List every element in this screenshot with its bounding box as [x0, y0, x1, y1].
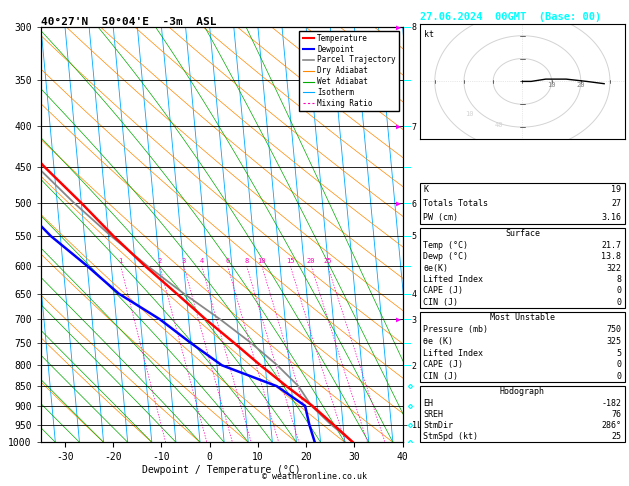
Text: 25: 25	[611, 432, 621, 441]
Text: CAPE (J): CAPE (J)	[423, 360, 464, 369]
Text: 10: 10	[258, 258, 266, 264]
Text: PW (cm): PW (cm)	[423, 213, 459, 222]
Text: 286°: 286°	[601, 421, 621, 430]
Text: 20: 20	[577, 82, 585, 88]
Text: Dewp (°C): Dewp (°C)	[423, 252, 469, 261]
Text: Surface: Surface	[505, 229, 540, 238]
Text: 3.16: 3.16	[601, 213, 621, 222]
Text: StmDir: StmDir	[423, 421, 454, 430]
Text: CIN (J): CIN (J)	[423, 298, 459, 307]
Text: ▶: ▶	[396, 199, 401, 208]
Text: 1: 1	[119, 258, 123, 264]
Text: 10: 10	[465, 111, 474, 117]
Text: © weatheronline.co.uk: © weatheronline.co.uk	[262, 472, 367, 481]
Text: 76: 76	[611, 410, 621, 419]
Text: 8: 8	[616, 275, 621, 284]
Text: 20: 20	[307, 258, 315, 264]
Text: EH: EH	[423, 399, 433, 408]
Text: StmSpd (kt): StmSpd (kt)	[423, 432, 478, 441]
Text: 325: 325	[606, 337, 621, 346]
Text: CAPE (J): CAPE (J)	[423, 286, 464, 295]
Text: 4: 4	[199, 258, 204, 264]
Text: θe(K): θe(K)	[423, 263, 448, 273]
Text: 25: 25	[323, 258, 332, 264]
Text: kt: kt	[425, 30, 434, 39]
Text: ▶: ▶	[396, 314, 401, 324]
Text: 322: 322	[606, 263, 621, 273]
Text: 2: 2	[158, 258, 162, 264]
Text: Hodograph: Hodograph	[500, 387, 545, 397]
Text: 8: 8	[245, 258, 249, 264]
Text: Lifted Index: Lifted Index	[423, 348, 483, 358]
Text: θe (K): θe (K)	[423, 337, 454, 346]
Text: Lifted Index: Lifted Index	[423, 275, 483, 284]
Text: 19: 19	[611, 185, 621, 194]
Text: ▶: ▶	[396, 122, 401, 131]
Text: 750: 750	[606, 325, 621, 334]
Text: 10: 10	[547, 82, 556, 88]
Text: 40: 40	[495, 122, 503, 128]
Text: -182: -182	[601, 399, 621, 408]
Text: Totals Totals: Totals Totals	[423, 199, 488, 208]
Legend: Temperature, Dewpoint, Parcel Trajectory, Dry Adiabat, Wet Adiabat, Isotherm, Mi: Temperature, Dewpoint, Parcel Trajectory…	[299, 31, 399, 111]
Text: 27: 27	[611, 199, 621, 208]
Text: 13.8: 13.8	[601, 252, 621, 261]
Text: K: K	[423, 185, 428, 194]
Text: 15: 15	[286, 258, 294, 264]
Text: 5: 5	[616, 348, 621, 358]
X-axis label: Dewpoint / Temperature (°C): Dewpoint / Temperature (°C)	[142, 465, 301, 475]
Text: 0: 0	[616, 286, 621, 295]
Text: 21.7: 21.7	[601, 241, 621, 250]
Text: 0: 0	[616, 372, 621, 381]
Text: 27.06.2024  00GMT  (Base: 00): 27.06.2024 00GMT (Base: 00)	[420, 12, 601, 22]
Text: Pressure (mb): Pressure (mb)	[423, 325, 488, 334]
Y-axis label: km
ASL: km ASL	[435, 227, 454, 242]
Text: Temp (°C): Temp (°C)	[423, 241, 469, 250]
Text: Most Unstable: Most Unstable	[490, 313, 555, 322]
Text: 0: 0	[616, 298, 621, 307]
Text: 3: 3	[182, 258, 186, 264]
Text: ▶: ▶	[396, 22, 401, 31]
Text: SREH: SREH	[423, 410, 443, 419]
Text: CIN (J): CIN (J)	[423, 372, 459, 381]
Text: 6: 6	[226, 258, 230, 264]
Text: 0: 0	[616, 360, 621, 369]
Text: 40°27'N  50°04'E  -3m  ASL: 40°27'N 50°04'E -3m ASL	[41, 17, 216, 27]
